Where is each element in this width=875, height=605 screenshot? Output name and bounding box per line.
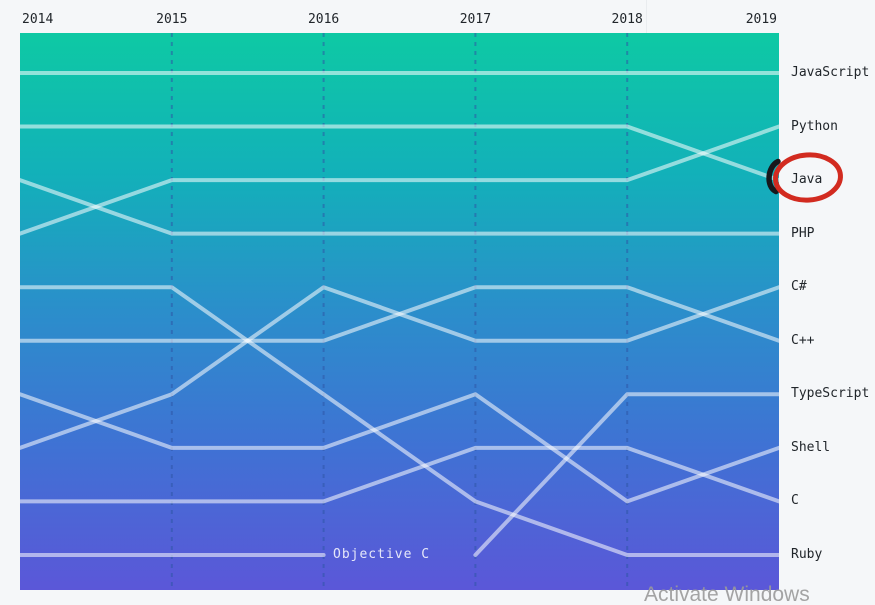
year-axis-label-2016: 2016 [307,12,340,27]
language-label-ruby: Ruby [791,546,823,562]
year-axis-label-2017: 2017 [459,12,492,27]
rank-line-python [20,124,779,236]
year-axis-label-2014: 2014 [22,12,54,27]
rank-line-typescript [473,392,779,557]
language-label-javascript: JavaScript [791,65,870,80]
top-margin-divider-line [646,0,647,33]
rank-line-php [20,178,779,236]
objective-c-inline-label: Objective C [333,547,431,562]
year-axis-label-2019: 2019 [745,12,777,27]
language-label-java: Java [791,172,823,188]
rank-line-c- [20,285,779,343]
year-axis-label-2015: 2015 [156,12,188,27]
language-label-c-: C# [791,279,807,295]
rank-line-c- [20,285,779,450]
rank-line-java [20,124,779,183]
rank-line-c [20,445,779,504]
language-label-typescript: TypeScript [791,386,870,402]
language-label-c: C [791,493,799,509]
rank-lines-svg [20,33,779,590]
rank-line-ruby [20,285,779,557]
language-label-php: PHP [791,225,815,241]
activate-windows-watermark: Activate Windows [644,583,810,605]
language-label-c-: C++ [791,332,815,348]
language-label-shell: Shell [791,439,831,455]
rank-line-shell [20,392,779,504]
bump-chart-plot-area [20,33,779,590]
language-label-python: Python [791,118,838,134]
year-axis-label-2018: 2018 [611,12,643,27]
